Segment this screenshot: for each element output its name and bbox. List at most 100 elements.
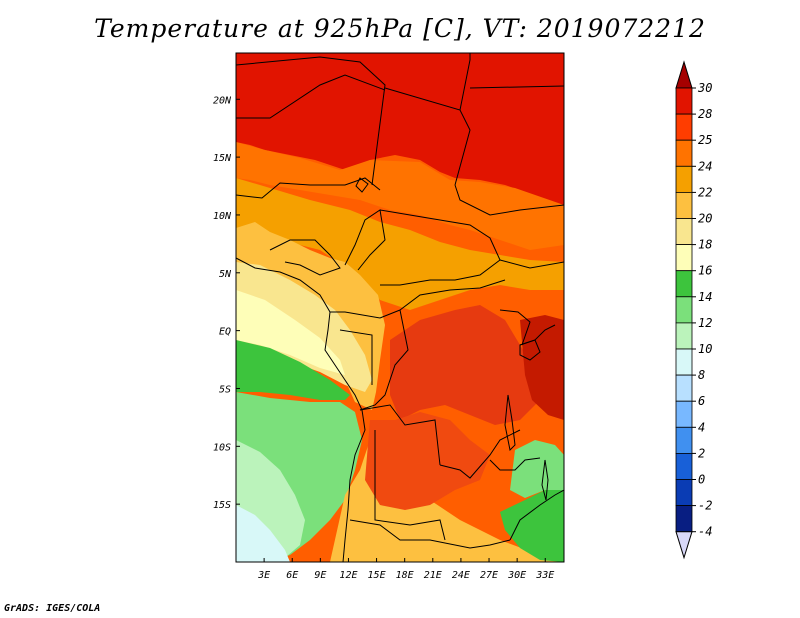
lon-axis: 3E 6E 9E 12E 15E 18E 21E 24E 27E 30E 33E <box>257 558 554 581</box>
colorbar-min-arrow <box>675 531 693 560</box>
border-line <box>399 279 506 311</box>
country-borders <box>236 53 564 562</box>
border-line <box>499 259 564 269</box>
colorbar-swatch <box>675 113 693 141</box>
field-band-18 <box>236 290 345 375</box>
colorbar-swatch <box>675 244 693 272</box>
colorbar-swatch <box>675 218 693 246</box>
colorbar-label: 8 <box>698 368 705 382</box>
border-line <box>454 184 564 216</box>
field-band-16 <box>236 340 350 400</box>
border-line <box>374 430 446 541</box>
lon-tick-label: 6E <box>286 570 298 581</box>
lat-tick-label: 10S <box>213 442 231 453</box>
colorbar-swatch <box>675 165 693 193</box>
field-band-30 <box>236 53 564 205</box>
field-band-25 <box>236 178 564 310</box>
lon-tick-label: 15E <box>368 570 386 581</box>
border-line <box>499 309 531 346</box>
border-line <box>330 309 401 319</box>
border-line <box>349 519 511 549</box>
colorbar-swatch <box>675 400 693 428</box>
colorbar-max-arrow <box>675 60 693 89</box>
border-line <box>439 429 521 479</box>
field-band-southeast-16 <box>500 488 564 562</box>
lon-tick-label: 3E <box>257 570 270 581</box>
colorbar-swatch <box>675 270 693 298</box>
colorbar-swatch <box>675 191 693 219</box>
lon-tick-label: 18E <box>396 570 414 581</box>
map-title: Temperature at 925hPa [C], VT: 201907221… <box>94 14 706 43</box>
border-line <box>236 177 381 199</box>
colorbar-label: 6 <box>698 394 705 408</box>
border-line <box>236 56 386 186</box>
field-band-congo-28 <box>390 305 540 425</box>
colorbar-label: -2 <box>698 499 712 513</box>
lake-victoria <box>519 339 541 361</box>
colorbar-swatch <box>675 348 693 376</box>
grads-credit: GrADS: IGES/COLA <box>4 603 101 614</box>
coastline <box>236 257 366 562</box>
colorbar-label: 2 <box>698 446 705 460</box>
colorbar-label: 18 <box>698 238 712 252</box>
border-line <box>384 87 471 186</box>
colorbar-label: 20 <box>698 212 712 226</box>
colorbar-label: 28 <box>698 107 712 121</box>
lon-tick-label: 12E <box>339 570 357 581</box>
lon-tick-label: 27E <box>480 570 498 581</box>
lat-tick-label: EQ <box>219 327 231 338</box>
colorbar-swatch <box>675 296 693 324</box>
lon-tick-label: 33E <box>535 570 554 581</box>
field-band-10 <box>236 505 290 562</box>
colorbar-label: 25 <box>698 133 712 147</box>
colorbar-swatch <box>675 426 693 454</box>
lon-tick-label: 30E <box>507 570 526 581</box>
lat-tick-label: 5N <box>219 269 232 280</box>
lat-tick-label: 20N <box>213 95 232 106</box>
border-line <box>509 489 564 541</box>
colorbar-swatch <box>675 139 693 167</box>
field-band-28 <box>236 142 564 250</box>
colorbar-label: 0 <box>698 473 705 487</box>
border-line <box>339 329 373 385</box>
colorbar-label: 10 <box>698 342 712 356</box>
colorbar-label: 4 <box>698 420 705 434</box>
lon-tick-label: 9E <box>314 570 326 581</box>
colorbar-label: 30 <box>697 81 712 95</box>
colorbar-label: 14 <box>698 290 712 304</box>
colorbar-label: 12 <box>698 316 712 330</box>
colorbar-swatch <box>675 479 693 507</box>
border-line <box>469 85 564 89</box>
lake-tanganyika <box>504 394 516 452</box>
lat-axis: 20N 15N 10N 5N EQ 5S 10S 15S <box>213 95 240 511</box>
lake-chad <box>355 177 369 193</box>
colorbar-label: 24 <box>698 159 712 173</box>
temperature-field <box>236 53 564 562</box>
lon-tick-label: 24E <box>452 570 470 581</box>
colorbar-swatch <box>675 87 693 115</box>
colorbar-swatch <box>675 505 693 533</box>
border-line <box>359 404 441 466</box>
lat-tick-label: 5S <box>219 384 231 395</box>
colorbar-label: 22 <box>698 185 712 199</box>
field-band-southeast-14 <box>510 440 564 498</box>
lat-tick-label: 15N <box>213 153 232 164</box>
colorbar-label: -4 <box>698 525 712 539</box>
border-line <box>459 53 471 111</box>
lat-tick-label: 15S <box>213 500 231 511</box>
colorbar-swatch <box>675 452 693 480</box>
lake-malawi <box>541 459 549 501</box>
lat-tick-label: 10N <box>213 211 232 222</box>
border-line <box>359 309 409 411</box>
map-frame <box>235 52 565 563</box>
lon-tick-label: 21E <box>424 570 442 581</box>
colorbar-swatch <box>675 322 693 350</box>
border-line <box>489 457 541 471</box>
field-band-angola-28 <box>365 412 490 510</box>
colorbar-swatch <box>675 374 693 402</box>
colorbar-label: 16 <box>698 264 712 278</box>
border-line <box>236 74 386 119</box>
border-line <box>269 239 341 276</box>
